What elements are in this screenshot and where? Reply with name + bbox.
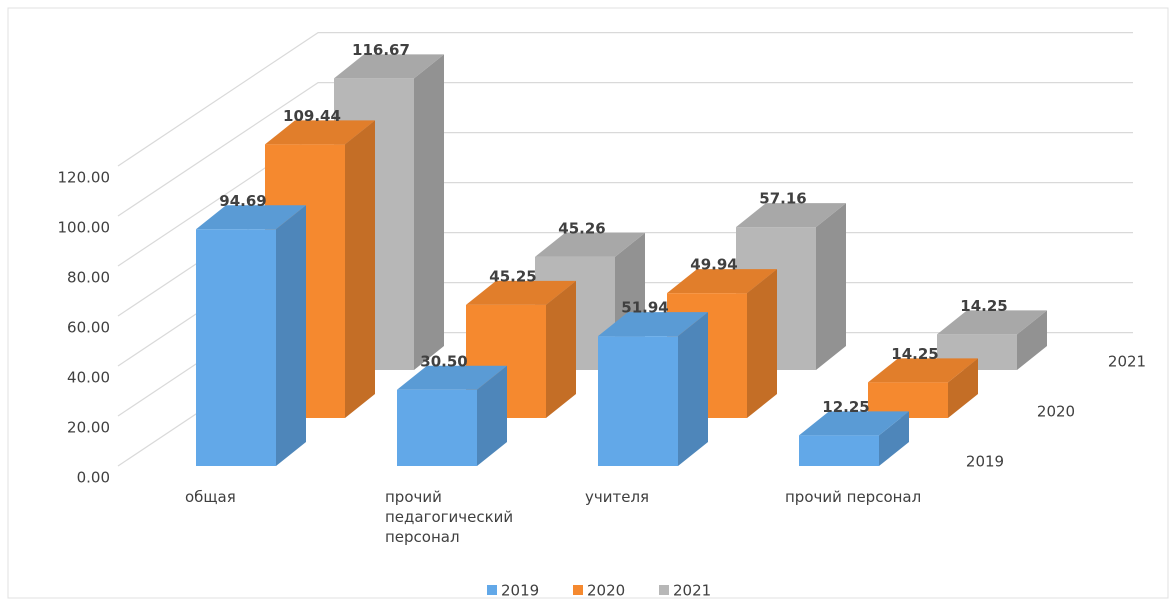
value-label: 45.25 [489, 267, 536, 285]
bar-top [598, 312, 708, 337]
value-label: 30.50 [420, 352, 467, 370]
bar-side [1017, 310, 1047, 370]
bar-top [799, 411, 909, 436]
legend-swatch [487, 585, 497, 595]
bar-top [667, 269, 777, 294]
bar-top [535, 232, 645, 257]
value-label: 57.16 [759, 190, 806, 208]
bar-side [276, 205, 306, 466]
value-label: 45.26 [558, 219, 605, 237]
bar-top [868, 358, 978, 383]
bar-side [477, 365, 507, 466]
bar-top [334, 54, 444, 79]
bar-side [546, 280, 576, 418]
value-label: 14.25 [960, 297, 1007, 315]
depth-label: 2019 [966, 453, 1004, 471]
bar-top [736, 203, 846, 228]
legend-swatch [659, 585, 669, 595]
bar [397, 389, 477, 466]
bar-top [466, 280, 576, 305]
bar-side [816, 203, 846, 370]
y-tick-label: 120.00 [58, 169, 111, 187]
x-tick-label: общая [185, 488, 236, 506]
depth-label: 2021 [1108, 353, 1146, 371]
bar-side [414, 54, 444, 370]
y-tick-label: 0.00 [77, 469, 110, 487]
legend-swatch [573, 585, 583, 595]
value-label: 12.25 [822, 398, 869, 416]
bar [799, 435, 879, 466]
grid-line [117, 31, 1133, 167]
depth-label: 2020 [1037, 403, 1075, 421]
value-label: 14.25 [891, 345, 938, 363]
y-tick-label: 100.00 [58, 219, 111, 237]
bar-top [265, 120, 375, 145]
bar-side [345, 120, 375, 419]
x-tick-label: прочий педагогический персонал [385, 488, 514, 546]
bar-side [879, 411, 909, 466]
legend-label: 2021 [673, 582, 711, 600]
x-tick-label: учителя [585, 488, 650, 506]
grid-line [117, 81, 1133, 217]
y-tick-label: 60.00 [67, 319, 110, 337]
legend-label: 2020 [587, 582, 625, 600]
value-label: 109.44 [283, 107, 341, 125]
value-label: 51.94 [621, 299, 668, 317]
value-label: 94.69 [219, 192, 266, 210]
y-tick-label: 20.00 [67, 419, 110, 437]
value-label: 116.67 [352, 41, 410, 59]
bar-top [196, 205, 306, 230]
y-tick-label: 80.00 [67, 269, 110, 287]
legend-label: 2019 [501, 582, 539, 600]
y-tick-label: 40.00 [67, 369, 110, 387]
bar-top [937, 310, 1047, 335]
chart-border [7, 7, 1169, 599]
bar-side [747, 269, 777, 418]
bar-top [397, 365, 507, 390]
bar-side [948, 358, 978, 418]
bar-side [678, 312, 708, 466]
x-tick-label: прочий персонал [785, 488, 922, 506]
bar [196, 229, 276, 466]
bar [598, 336, 678, 466]
value-label: 49.94 [690, 256, 737, 274]
